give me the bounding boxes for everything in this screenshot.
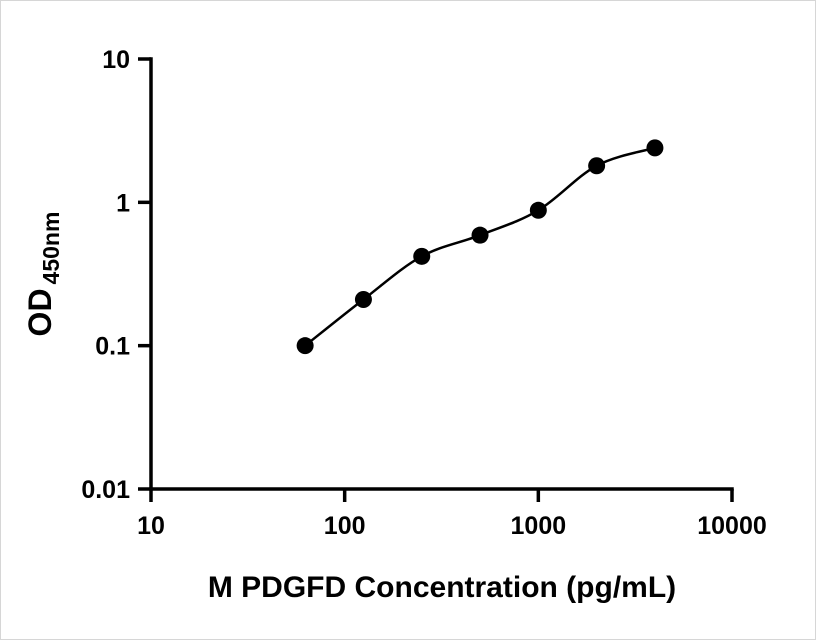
data-point-marker bbox=[413, 247, 431, 265]
data-point-marker bbox=[646, 139, 664, 157]
x-axis-tick-label: 10 bbox=[137, 512, 165, 540]
x-axis-tick-label: 1000 bbox=[511, 512, 567, 540]
data-point-marker bbox=[296, 337, 314, 355]
x-axis-tick-label: 10000 bbox=[697, 512, 767, 540]
x-axis-title: M PDGFD Concentration (pg/mL) bbox=[208, 571, 676, 604]
y-axis-tick-label: 0.01 bbox=[81, 476, 130, 504]
x-axis-tick-label: 100 bbox=[324, 512, 366, 540]
y-axis-title-subscript: 450nm bbox=[38, 212, 64, 285]
data-point-marker bbox=[354, 290, 372, 308]
y-axis-tick-label: 1 bbox=[116, 189, 130, 217]
y-axis-title: OD 450nm bbox=[22, 212, 64, 337]
plot-layer: 10 100 1000 10000 0.01 0.1 1 10 bbox=[81, 46, 766, 540]
y-axis-title-main: OD bbox=[22, 288, 58, 336]
y-axis-tick-label: 0.1 bbox=[95, 333, 130, 361]
data-point-marker bbox=[471, 226, 489, 244]
data-point-marker bbox=[529, 201, 547, 219]
fit-curve bbox=[304, 146, 656, 347]
y-axis-tick-label: 10 bbox=[102, 46, 130, 74]
data-point-marker bbox=[588, 157, 606, 175]
